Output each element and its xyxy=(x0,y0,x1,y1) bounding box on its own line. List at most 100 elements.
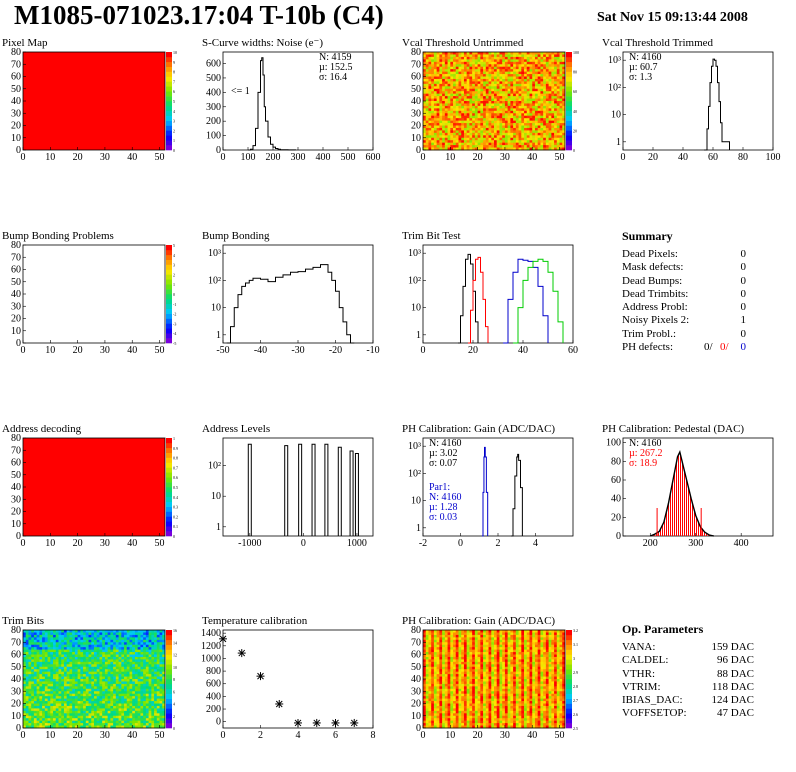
heatmap-cell xyxy=(118,688,122,692)
heatmap-cell xyxy=(499,69,503,72)
heatmap-cell xyxy=(104,674,109,677)
heatmap-cell xyxy=(80,664,84,668)
heatmap-cell xyxy=(428,725,432,729)
heatmap-cell xyxy=(507,123,511,126)
heatmap-cell xyxy=(458,132,462,136)
heatmap-cell xyxy=(551,123,555,126)
heatmap-cell xyxy=(556,137,560,141)
heatmap-cell xyxy=(63,644,68,648)
palette-tick-label: 1 xyxy=(173,138,175,143)
heatmap-cell xyxy=(485,59,489,63)
heatmap-cell xyxy=(485,93,489,97)
heatmap-cell xyxy=(85,708,89,712)
heatmap-cell xyxy=(513,101,517,104)
heatmap-cell xyxy=(113,679,117,682)
heatmap-cell xyxy=(23,713,27,717)
heatmap-cell xyxy=(524,103,528,107)
heatmap-cell xyxy=(510,96,514,99)
heatmap-cell xyxy=(444,52,448,55)
heatmap-cell xyxy=(53,664,57,668)
heatmap-cell xyxy=(118,659,122,663)
heatmap-cell xyxy=(96,701,100,704)
heatmap-cell xyxy=(104,656,109,660)
heatmap-cell xyxy=(502,118,506,121)
heatmap-cell xyxy=(442,140,446,144)
heatmap-cell xyxy=(162,710,166,714)
heatmap-cell xyxy=(423,130,427,134)
heatmap-cell xyxy=(499,113,503,117)
heatmap-cell xyxy=(137,713,141,717)
heatmap-cell xyxy=(151,671,155,675)
heatmap-cell xyxy=(515,66,519,70)
heatmap-cell xyxy=(91,713,95,717)
heatmap-cell xyxy=(431,647,435,650)
heatmap-cell xyxy=(102,639,106,643)
heatmap-cell xyxy=(69,669,73,673)
palette-swatch xyxy=(166,249,172,256)
histogram-line xyxy=(226,264,355,344)
heatmap-cell xyxy=(442,86,446,90)
heatmap-cell xyxy=(450,66,454,70)
heatmap-cell xyxy=(72,679,76,682)
heatmap-cell xyxy=(534,71,539,75)
heatmap-cell xyxy=(534,110,539,114)
heatmap-cell xyxy=(53,691,57,695)
heatmap-cell xyxy=(562,120,566,124)
heatmap-cell xyxy=(47,671,51,675)
heatmap-cell xyxy=(453,130,457,134)
heatmap-cell xyxy=(102,630,106,633)
heatmap-cell xyxy=(148,666,152,670)
heatmap-cell xyxy=(433,691,438,695)
heatmap-cell xyxy=(425,652,429,655)
heatmap-cell xyxy=(55,698,59,702)
heatmap-cell xyxy=(499,132,503,136)
palette-swatch xyxy=(166,269,172,275)
y-tick-label: 70 xyxy=(11,445,21,456)
heatmap-cell xyxy=(518,142,522,146)
heatmap-cell xyxy=(474,110,479,114)
plot-frame xyxy=(22,244,166,344)
heatmap-cell xyxy=(477,127,481,131)
heatmap-cell xyxy=(488,52,492,55)
heatmap-cell xyxy=(129,664,133,668)
heatmap-cell xyxy=(33,661,38,665)
heatmap-cell xyxy=(556,142,560,146)
heatmap-cell xyxy=(483,140,487,144)
heatmap-cell xyxy=(102,659,106,663)
heatmap-cell xyxy=(554,91,558,95)
heatmap-cell xyxy=(148,713,152,717)
heatmap-cell xyxy=(491,59,495,63)
heatmap-cell xyxy=(439,61,443,65)
heatmap-cell xyxy=(455,127,459,131)
heatmap-cell xyxy=(91,664,95,668)
heatmap-cell xyxy=(28,656,32,660)
palette-tick-label: 0.5 xyxy=(173,485,178,490)
heatmap-cell xyxy=(436,693,440,697)
heatmap-cell xyxy=(69,664,73,668)
heatmap-cell xyxy=(143,693,147,697)
heatmap-cell xyxy=(145,718,150,722)
heatmap-cell xyxy=(145,654,150,658)
palette-tick-label: -3 xyxy=(173,321,176,326)
heatmap-cell xyxy=(545,69,550,72)
heatmap-cell xyxy=(162,634,166,638)
heatmap-cell xyxy=(159,679,163,682)
heatmap-cell xyxy=(496,83,500,87)
heatmap-cell xyxy=(104,630,109,633)
heatmap-cell xyxy=(466,105,470,109)
heatmap-cell xyxy=(118,693,122,697)
heatmap-cell xyxy=(423,118,427,121)
heatmap-cell xyxy=(431,52,435,55)
heatmap-cell xyxy=(502,83,506,87)
heatmap-cell xyxy=(148,698,152,702)
heatmap-cell xyxy=(74,676,79,680)
heatmap-cell xyxy=(118,656,122,660)
heatmap-cell xyxy=(428,66,432,70)
heatmap-cell xyxy=(151,661,155,665)
heatmap-cell xyxy=(58,725,62,729)
heatmap-cell xyxy=(104,632,109,636)
heatmap-cell xyxy=(72,666,76,670)
heatmap-cell xyxy=(436,710,440,714)
heatmap-cell xyxy=(162,656,166,660)
heatmap-cell xyxy=(83,713,87,717)
